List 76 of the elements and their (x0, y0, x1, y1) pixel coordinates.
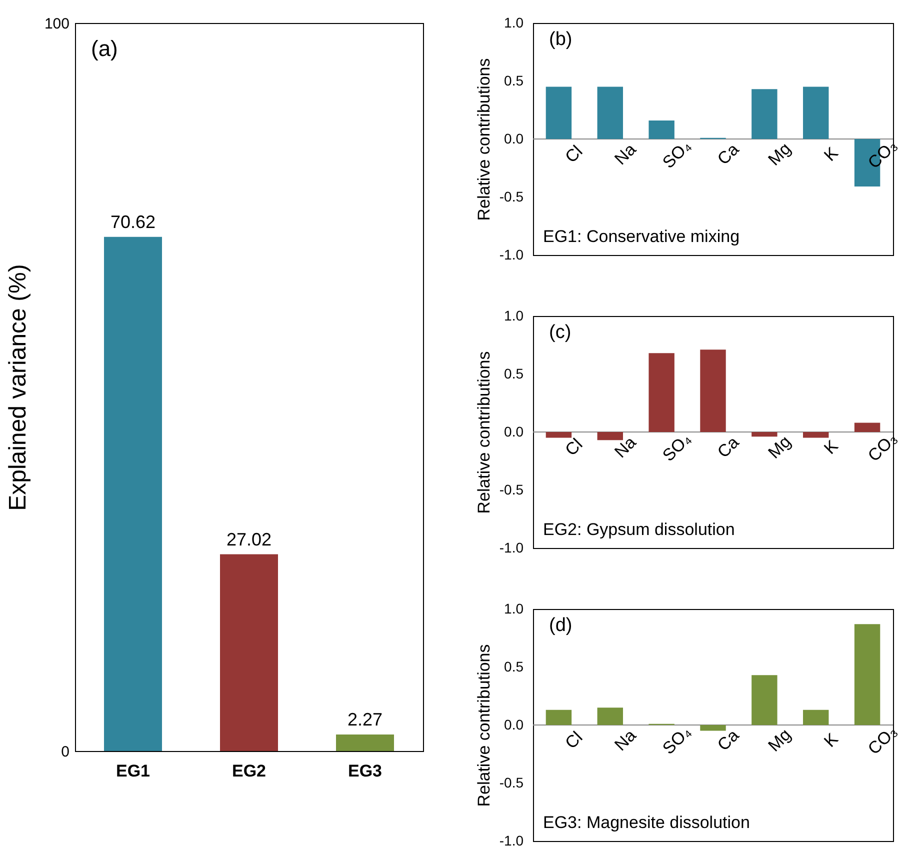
x-tick-label: Cl (562, 728, 586, 753)
y-tick-label: 0.0 (504, 130, 524, 146)
annotation: EG2: Gypsum dissolution (543, 520, 735, 539)
annotation: (a) (91, 36, 118, 61)
x-tick-label: Mg (764, 432, 795, 462)
x-tick-label: Na (610, 139, 640, 169)
x-tick-label: Ca (714, 139, 743, 169)
bar (854, 422, 880, 432)
y-axis-title: Explained variance (%) (4, 264, 32, 511)
bar (597, 86, 623, 139)
y-tick-label: 0.0 (504, 424, 524, 440)
bar (752, 675, 778, 725)
annotation: (d) (549, 615, 572, 636)
bar (700, 725, 726, 731)
x-tick-label: CO₃ (864, 429, 901, 466)
x-tick-label: SO₄ (658, 136, 695, 172)
bar (597, 708, 623, 725)
y-tick-label: -1.0 (499, 246, 524, 262)
bar (803, 710, 829, 725)
y-tick-label: 0.5 (504, 72, 524, 88)
annotation: (c) (549, 322, 572, 343)
bar (752, 432, 778, 437)
annotation: EG3: Magnesite dissolution (543, 813, 750, 832)
y-axis-title: Relative contributions (474, 644, 494, 807)
y-axis-title: Relative contributions (474, 58, 494, 221)
y-tick-label: 0.5 (504, 366, 524, 382)
bar (546, 710, 572, 725)
data-label: 70.62 (110, 212, 156, 232)
y-tick-label: 0.5 (504, 658, 524, 674)
y-tick-label: 100 (44, 16, 70, 32)
bar (752, 89, 778, 139)
x-tick-label: Na (610, 432, 640, 462)
x-tick-label: CO₃ (864, 136, 901, 172)
bar (648, 353, 674, 432)
bar (648, 120, 674, 139)
x-tick-label: K (820, 436, 842, 458)
x-tick-label: Mg (764, 139, 795, 170)
x-tick-label: CO₃ (864, 722, 901, 758)
x-tick-label: K (820, 143, 842, 165)
x-tick-label: Na (610, 725, 640, 755)
x-tick-label: Ca (714, 432, 743, 462)
y-tick-label: -1.0 (499, 540, 524, 556)
bar (220, 554, 278, 751)
bar (104, 236, 162, 751)
x-tick-label: Cl (562, 434, 586, 460)
annotation: (b) (549, 29, 572, 50)
bar (597, 432, 623, 440)
x-tick-label: Ca (714, 725, 743, 755)
y-tick-label: 1.0 (504, 14, 524, 30)
x-tick-label: Mg (764, 725, 795, 756)
y-tick-label: 1.0 (504, 308, 524, 324)
bar (546, 86, 572, 139)
x-tick-label: EG1 (116, 762, 150, 780)
y-tick-label: 1.0 (504, 600, 524, 616)
y-tick-label: -1.0 (499, 832, 524, 848)
y-axis-title: Relative contributions (474, 351, 494, 514)
y-tick-label: -0.5 (499, 188, 524, 204)
data-label: 2.27 (347, 709, 383, 730)
x-tick-label: SO₄ (658, 429, 695, 466)
bar (854, 624, 880, 725)
bar (546, 432, 572, 438)
y-tick-label: 0.0 (504, 716, 524, 732)
x-tick-label: SO₄ (658, 722, 695, 758)
y-tick-label: -0.5 (499, 774, 524, 790)
x-tick-label: K (820, 729, 842, 751)
annotation: EG1: Conservative mixing (543, 227, 740, 246)
x-tick-label: Cl (562, 142, 586, 167)
bar (336, 734, 394, 751)
x-tick-label: EG3 (348, 762, 382, 780)
bar (803, 86, 829, 139)
y-tick-label: -0.5 (499, 482, 524, 498)
bar (700, 350, 726, 432)
x-tick-label: EG2 (232, 762, 266, 780)
bar (803, 432, 829, 438)
data-label: 27.02 (226, 529, 272, 550)
y-tick-label: 0 (61, 744, 70, 760)
